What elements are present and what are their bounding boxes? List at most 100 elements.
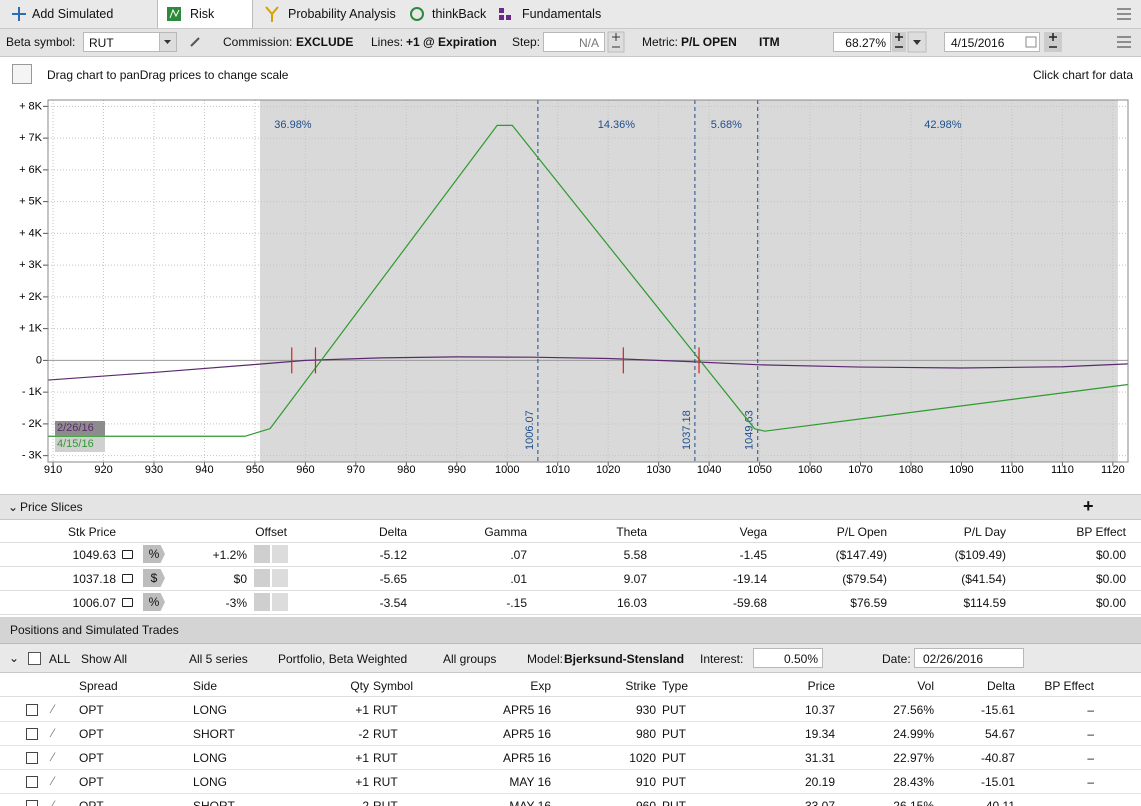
column-header: Strike [625,679,656,693]
tab[interactable]: Fundamentals [522,7,602,21]
checkbox[interactable] [28,652,41,665]
y-tick-label: + 3K [19,259,43,271]
interest-input[interactable]: 0.50% [753,648,823,668]
value: 68.27% [845,36,886,50]
step-input[interactable]: N/A [543,32,605,52]
add-button[interactable]: + [1083,496,1094,516]
risk-chart[interactable]: + 8K + 7K + 6K + 5K + 4K + 3K + 2K + 1K 0 - 1K - 2… [0,0,1141,490]
cell: RUT [373,799,398,806]
cell: -3.54 [379,596,407,610]
column-header: Vol [917,679,934,693]
cell: -2 [358,799,369,806]
cell: 1006.07 [72,596,116,610]
x-tick-label: 960 [296,464,314,476]
value[interactable]: EXCLUDE [296,35,354,49]
cell: 22.97% [893,751,934,765]
dropdown[interactable] [272,569,288,587]
x-tick-label: 910 [44,464,62,476]
cell: ($79.54) [842,572,887,586]
x-tick-label: 1070 [848,464,872,476]
date-input[interactable]: 02/26/2016 [914,648,1024,668]
cell: – [1087,751,1094,765]
cell: -19.14 [732,572,767,586]
column-header: Vega [739,525,767,539]
filter[interactable]: All 5 series [189,652,248,666]
cell: -40.87 [980,751,1015,765]
cell: 1049.63 [72,548,116,562]
row-line [0,745,1141,746]
filter[interactable]: ALL [49,652,71,666]
spread-icon: ⁄ [52,798,55,806]
cell: +1 [355,751,369,765]
cell: PUT [662,751,686,765]
column-header: BP Effect [1044,679,1094,693]
probability-label: 42.98% [924,119,962,131]
column-header: Theta [616,525,647,539]
spinner[interactable] [254,593,270,611]
filter[interactable]: Show All [81,652,128,666]
label: Commission: [223,35,293,49]
offset-type[interactable]: % [143,593,165,611]
column-header: Side [193,679,218,693]
y-tick-label: + 1K [19,323,43,335]
cell: 930 [635,703,656,717]
price-slices-header: ⌄ Price Slices + [0,494,1141,520]
value[interactable]: +1 @ Expiration [406,35,497,49]
tab[interactable]: Probability Analysis [288,7,396,21]
column-header: Gamma [484,525,527,539]
offset-type[interactable]: $ [143,569,165,587]
offset-type[interactable]: % [143,545,165,563]
value: N/A [578,36,599,50]
date-input[interactable]: 4/15/2016 [944,32,1040,52]
row-line [0,590,1141,591]
positions-filters: ⌄ ALL Show All All 5 series Portfolio, B… [0,644,1141,673]
y-tick-label: - 1K [22,386,43,398]
cell: OPT [79,703,104,717]
cell: APR5 16 [502,727,551,741]
x-tick-label: 930 [145,464,163,476]
price-slice-label: 1037.18 [681,410,693,450]
beta-input[interactable]: RUT [83,32,177,52]
cell: +1.2% [212,548,247,562]
spinner[interactable] [254,545,270,563]
x-tick-label: 1010 [545,464,569,476]
filter[interactable]: All groups [443,652,497,666]
cell: PUT [662,799,686,806]
probability-input[interactable]: 68.27% [833,32,891,52]
cell: 20.19 [804,775,835,789]
legend-box [55,437,105,452]
label: Metric: [642,35,678,49]
header-line [0,696,1141,697]
itm[interactable]: ITM [759,35,780,49]
checkbox[interactable] [26,752,38,764]
chart-mode-button[interactable] [12,64,32,84]
filter[interactable]: Portfolio, Beta Weighted [278,652,408,666]
checkbox[interactable] [26,728,38,740]
price-slice-label: 1049.63 [744,410,756,450]
checkbox[interactable] [26,776,38,788]
pl-line [47,356,1129,381]
y-tick-label: - 2K [22,418,43,430]
cell: -15.01 [980,775,1015,789]
chart-click-hint: Click chart for data [1032,68,1133,82]
x-tick-label: 980 [397,464,415,476]
checkbox[interactable] [26,704,38,716]
y-tick-label: + 6K [19,164,43,176]
cell: – [1087,727,1094,741]
cell: 19.34 [804,727,835,741]
x-tick-label: 1030 [646,464,670,476]
cell: 31.31 [804,751,835,765]
label: Step: [512,35,541,49]
price-slice-label: 1006.07 [524,410,536,450]
tab[interactable]: thinkBack [432,7,487,21]
checkbox[interactable] [26,800,38,806]
spinner[interactable] [254,569,270,587]
dropdown[interactable] [272,545,288,563]
value[interactable]: P/L OPEN [681,35,737,49]
cell: $114.59 [963,596,1007,610]
label: Date: [882,652,911,666]
label: Lines: [371,35,404,49]
value: 4/15/2016 [951,36,1005,50]
dropdown[interactable] [272,593,288,611]
filter[interactable]: Bjerksund-Stensland [564,652,685,666]
